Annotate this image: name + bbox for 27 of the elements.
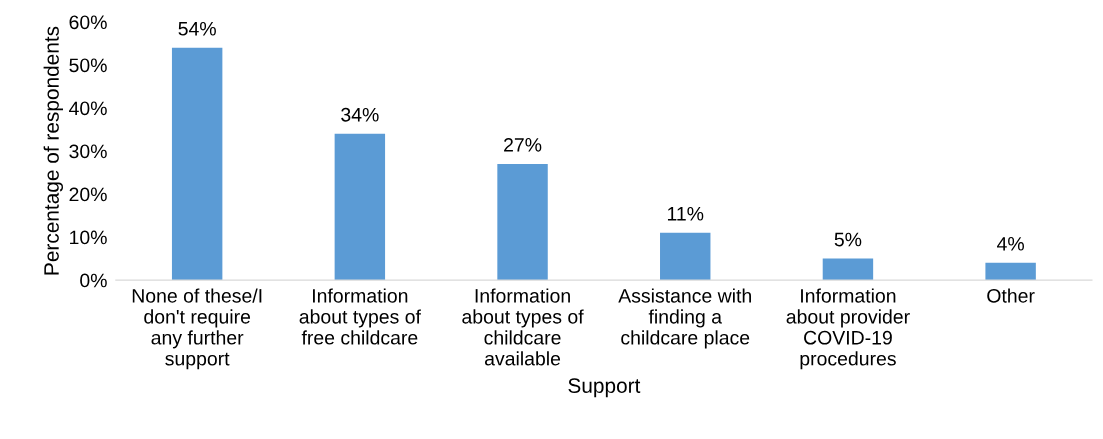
bar bbox=[334, 133, 386, 281]
x-tick-label: Information about types of childcare available bbox=[462, 288, 584, 366]
y-tick-label: 20% bbox=[69, 187, 107, 202]
y-tick-label: 60% bbox=[69, 15, 107, 30]
data-label: 5% bbox=[834, 232, 862, 247]
y-tick-label: 50% bbox=[69, 58, 107, 73]
bar bbox=[822, 258, 874, 281]
bar bbox=[497, 163, 548, 281]
x-tick-label: Other bbox=[987, 288, 1035, 303]
bar bbox=[660, 232, 711, 281]
data-label: 11% bbox=[667, 206, 704, 221]
data-label: 4% bbox=[997, 237, 1024, 251]
y-tick-label: 10% bbox=[70, 230, 107, 245]
bar bbox=[985, 262, 1036, 281]
x-tick-label: Information about provider COVID-19 procedures bbox=[786, 288, 910, 370]
data-label: 27% bbox=[504, 137, 542, 152]
y-tick-label: 30% bbox=[69, 144, 107, 159]
x-tick-label: None of these/I don't require any further support bbox=[132, 288, 262, 370]
x-axis-title: Support bbox=[568, 378, 641, 398]
x-tick-label: Information about types of free childcare bbox=[299, 288, 421, 345]
data-label: 54% bbox=[178, 21, 216, 36]
bar bbox=[171, 47, 223, 281]
data-label: 34% bbox=[341, 107, 379, 122]
y-axis-title: Percentage of respondents bbox=[43, 26, 64, 275]
y-tick-label: 40% bbox=[69, 101, 107, 116]
x-tick-label: Assistance with finding a childcare place bbox=[618, 288, 751, 349]
y-tick-label: 0% bbox=[80, 273, 107, 288]
